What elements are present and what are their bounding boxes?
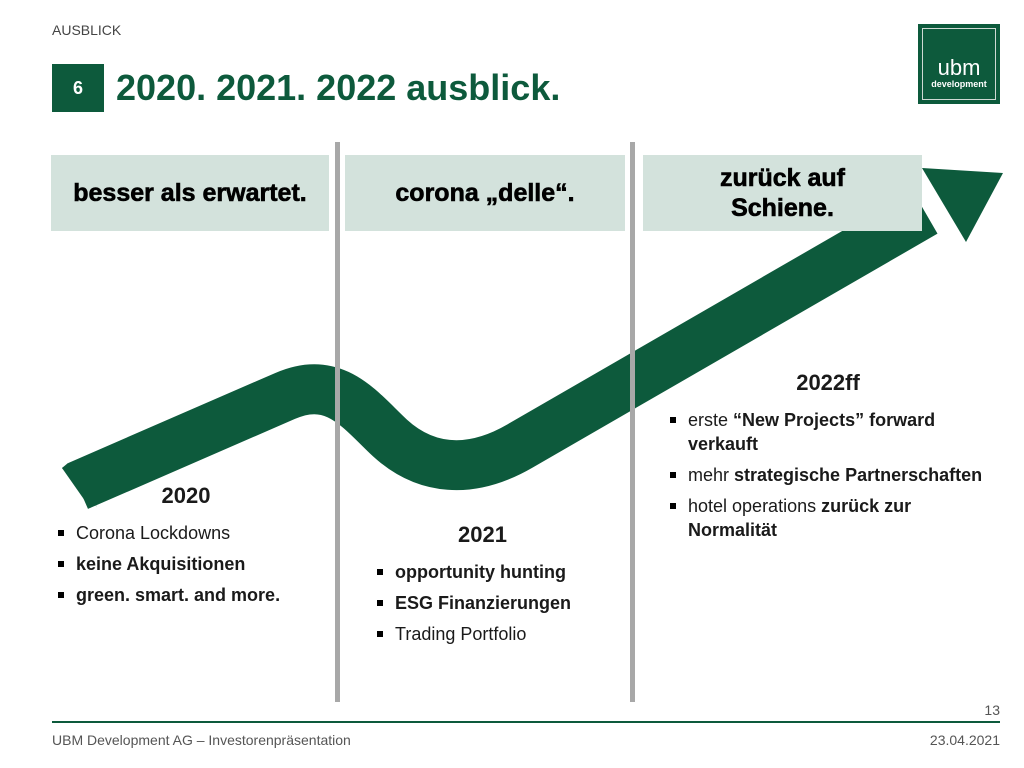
list-item: opportunity hunting: [375, 560, 625, 584]
header-2021: corona „delle“.: [345, 155, 625, 231]
header-2020: besser als erwartet.: [51, 155, 329, 231]
chapter-number: 6: [52, 64, 104, 112]
footer-divider: [52, 721, 1000, 723]
page-title: 2020. 2021. 2022 ausblick.: [116, 67, 561, 108]
year-label: 2022ff: [796, 370, 860, 395]
footer-text: UBM Development AG – Investorenpräsentat…: [52, 732, 351, 748]
divider: [335, 142, 340, 702]
list-item: green. smart. and more.: [56, 583, 336, 607]
logo-main: ubm: [937, 55, 981, 80]
list-item: ESG Finanzierungen: [375, 591, 625, 615]
logo-sub: development: [931, 79, 987, 89]
year-label: 2021: [458, 522, 507, 547]
list-item: Corona Lockdowns: [56, 521, 336, 545]
column-2022: 2022ff erste “New Projects” forward verk…: [668, 370, 998, 549]
column-2020: 2020 Corona Lockdowns keine Akquisitione…: [56, 483, 336, 614]
ubm-logo: ubm development: [918, 24, 1000, 104]
divider: [630, 142, 635, 702]
column-2021: 2021 opportunity hunting ESG Finanzierun…: [375, 522, 625, 653]
list-item: hotel operations zurück zur Normalität: [668, 494, 998, 542]
list-item: mehr strategische Partnerschaften: [668, 463, 998, 487]
list-item: erste “New Projects” forward verkauft: [668, 408, 998, 456]
year-label: 2020: [161, 483, 211, 508]
list-item: keine Akquisitionen: [56, 552, 336, 576]
page-number: 13: [984, 702, 1000, 718]
list-item: Trading Portfolio: [375, 622, 625, 646]
header-2022: zurück auf Schiene.: [643, 155, 922, 231]
footer-date: 23.04.2021: [929, 732, 1000, 748]
section-label: AUSBLICK: [52, 22, 122, 38]
